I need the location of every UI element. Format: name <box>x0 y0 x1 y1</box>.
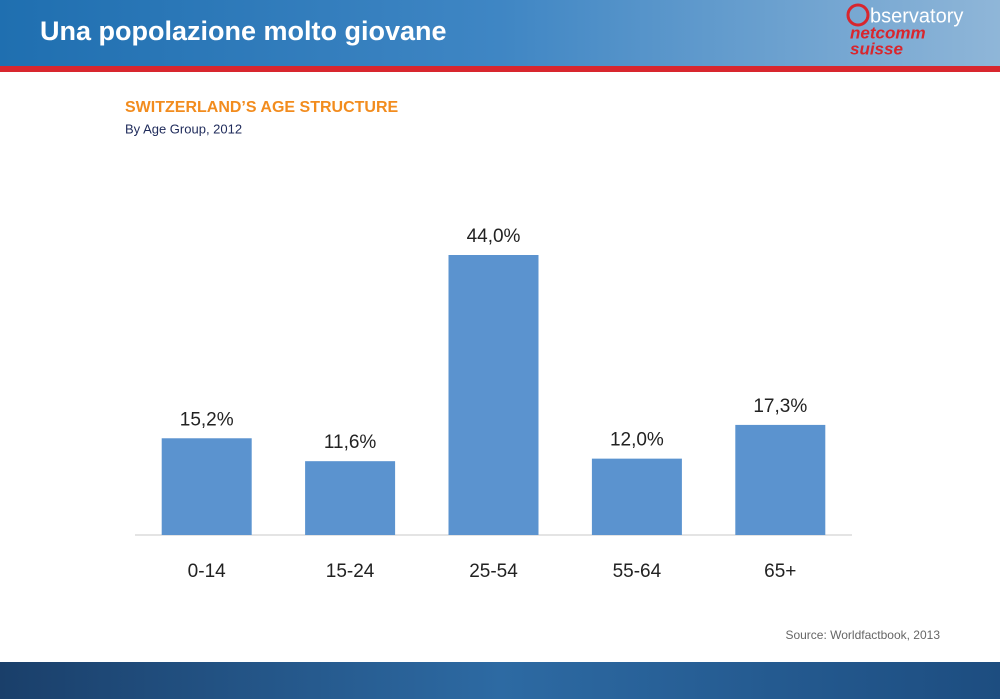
value-label: 17,3% <box>753 396 807 417</box>
bar <box>161 438 252 535</box>
logo-text: suisse <box>850 39 903 58</box>
logo-text: bservatory <box>870 5 963 27</box>
x-tick-label: 25-54 <box>469 561 518 582</box>
x-tick-label: 15-24 <box>326 561 375 582</box>
chart-subtitle: By Age Group, 2012 <box>125 121 242 136</box>
slide-title: Una popolazione molto giovane <box>40 16 447 46</box>
x-tick-label: 0-14 <box>188 561 226 582</box>
bar <box>735 424 826 535</box>
plot: 15,2% 0-14 11,6% 15-24 44,0% 25-54 12,0% 55-64 1… <box>161 226 826 582</box>
value-label: 11,6% <box>324 432 377 453</box>
value-label: 15,2% <box>180 409 234 430</box>
logo-text: netcomm <box>850 23 926 42</box>
source: Source: Worldfactbook, 2013 <box>785 628 940 642</box>
bar <box>305 461 396 535</box>
header-band <box>0 0 1000 66</box>
logo-icon <box>846 3 870 27</box>
bar <box>591 458 682 535</box>
footer-band <box>0 662 1000 699</box>
bar <box>448 255 539 535</box>
header-stripe <box>0 66 1000 72</box>
value-label: 12,0% <box>610 430 664 451</box>
x-tick-label: 55-64 <box>613 561 662 582</box>
value-label: 44,0% <box>467 226 521 247</box>
x-tick-label: 65+ <box>764 561 796 582</box>
chart-title: SWITZERLAND’S AGE STRUCTURE <box>125 99 399 116</box>
